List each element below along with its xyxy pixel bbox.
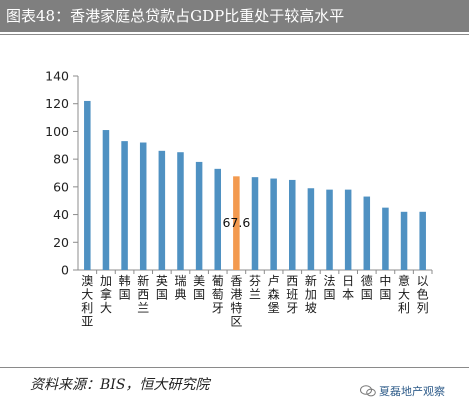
data-label: 67.6 — [222, 215, 250, 230]
chart-title: 图表48：香港家庭总贷款占GDP比重处于较高水平 — [0, 0, 469, 32]
bar — [251, 177, 259, 270]
bar — [139, 142, 147, 270]
watermark: 夏磊地产观察 — [360, 383, 445, 399]
x-tick-label: 中国 — [379, 273, 391, 302]
x-tick-label: 意大利 — [398, 273, 410, 315]
bar-highlight — [233, 176, 240, 270]
source-note: 资料来源：BIS，恒大研究院 — [30, 377, 210, 393]
x-tick-label: 西班牙 — [286, 274, 298, 315]
x-tick-label: 香港特区 — [230, 274, 242, 329]
x-tick-label: 瑞典 — [174, 274, 186, 302]
x-tick-label: 加拿大 — [100, 274, 112, 315]
y-tick-label: 100 — [45, 124, 69, 139]
x-tick-label: 澳大利亚 — [81, 274, 93, 329]
bar — [121, 141, 128, 270]
x-tick-label: 芬兰 — [249, 274, 261, 302]
bar — [214, 168, 221, 270]
bar — [363, 196, 371, 270]
bar — [400, 211, 408, 270]
bar — [289, 179, 296, 270]
x-tick-label: 以色列 — [417, 274, 429, 315]
bar — [102, 130, 110, 270]
bar — [382, 207, 389, 270]
x-tick-label: 美国 — [193, 274, 205, 302]
bar — [195, 161, 203, 270]
y-tick-label: 0 — [61, 263, 69, 278]
x-tick-label: 德国 — [361, 273, 373, 302]
wechat-logo-icon — [360, 385, 376, 397]
bar — [177, 152, 184, 270]
y-tick-label: 40 — [53, 207, 69, 222]
y-tick-label: 140 — [45, 69, 69, 84]
x-tick-label: 葡萄牙 — [212, 274, 224, 315]
x-tick-label: 卢森堡 — [268, 273, 280, 315]
bar — [84, 100, 91, 270]
x-tick-label: 法国 — [324, 274, 336, 302]
bar — [344, 189, 352, 270]
y-tick-label: 60 — [53, 179, 69, 194]
y-tick-label: 80 — [53, 152, 69, 167]
bar — [270, 178, 277, 270]
x-tick-label: 新加坡 — [305, 273, 317, 315]
bar-chart: 0 20 40 60 80 100 120 140 澳大利亚加拿大韩国新西兰英国瑞典美国葡萄牙香… — [45, 69, 433, 329]
bar — [419, 211, 426, 270]
x-tick-label: 日本 — [342, 274, 354, 302]
bar — [158, 150, 166, 270]
bar — [326, 189, 333, 270]
y-tick-label: 120 — [45, 96, 69, 111]
source-divider — [0, 367, 469, 368]
bar — [307, 188, 315, 270]
watermark-text: 夏磊地产观察 — [379, 385, 445, 398]
x-tick-label: 英国 — [156, 274, 168, 302]
title-divider — [0, 34, 469, 35]
x-tick-label: 新西兰 — [137, 273, 149, 315]
x-tick-label: 韩国 — [119, 273, 131, 302]
y-tick-label: 20 — [53, 235, 69, 250]
